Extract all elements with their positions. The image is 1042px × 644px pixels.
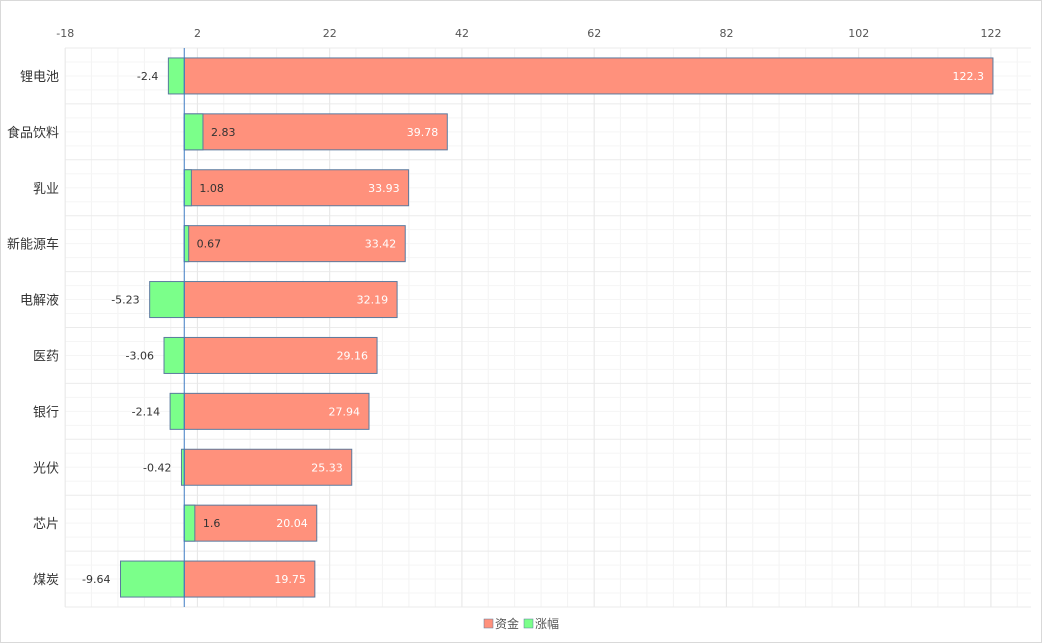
y-category-label: 乳业 xyxy=(33,182,59,197)
y-category-label: 煤炭 xyxy=(33,573,59,588)
data-label-funds: 25.33 xyxy=(311,461,343,474)
bar-change[interactable] xyxy=(167,57,185,95)
data-label-change: -0.42 xyxy=(143,461,171,474)
bar-change[interactable] xyxy=(163,336,185,374)
bar-funds[interactable] xyxy=(183,560,316,598)
data-label-change: -5.23 xyxy=(111,294,139,307)
legend-label-funds: 资金 xyxy=(495,616,519,631)
y-category-label: 食品饮料 xyxy=(7,125,59,141)
bar-change[interactable] xyxy=(169,392,185,430)
data-label-funds: 122.3 xyxy=(952,70,984,83)
data-label-funds: 29.16 xyxy=(337,349,369,362)
data-label-change: 1.08 xyxy=(199,182,224,195)
bar-funds[interactable] xyxy=(183,281,398,319)
data-label-funds: 33.42 xyxy=(365,238,397,251)
bar-funds[interactable] xyxy=(183,504,318,542)
data-label-funds: 27.94 xyxy=(329,405,361,418)
bar-change[interactable] xyxy=(149,281,185,319)
y-category-label: 光伏 xyxy=(33,461,59,476)
data-label-funds: 32.19 xyxy=(357,294,389,307)
data-label-change: -2.14 xyxy=(132,405,160,418)
bar-funds[interactable] xyxy=(183,448,353,486)
bar-funds[interactable] xyxy=(183,57,994,95)
y-category-label: 电解液 xyxy=(20,294,59,309)
data-label-change: 2.83 xyxy=(211,126,236,139)
legend-label-change: 涨幅 xyxy=(535,616,559,631)
bar-funds[interactable] xyxy=(183,113,448,151)
data-label-change: -9.64 xyxy=(82,573,110,586)
x-tick-label: 42 xyxy=(455,27,469,40)
data-label-funds: 33.93 xyxy=(368,182,400,195)
y-category-label: 银行 xyxy=(33,405,59,420)
data-label-change: -3.06 xyxy=(126,349,154,362)
bar-change[interactable] xyxy=(183,113,204,151)
x-tick-label: -18 xyxy=(56,27,74,40)
data-label-change: 1.6 xyxy=(203,517,221,530)
bar-change[interactable] xyxy=(120,560,185,598)
x-tick-label: 122 xyxy=(980,27,1001,40)
y-category-label: 芯片 xyxy=(33,517,59,532)
bar-change[interactable] xyxy=(183,225,190,263)
y-category-label: 锂电池 xyxy=(20,70,59,85)
data-label-change: -2.4 xyxy=(137,70,158,83)
data-label-funds: 20.04 xyxy=(276,517,308,530)
data-label-change: 0.67 xyxy=(197,238,222,251)
x-tick-label: 2 xyxy=(194,27,201,40)
bar-funds[interactable] xyxy=(183,392,370,430)
x-tick-label: 62 xyxy=(587,27,601,40)
y-category-label: 医药 xyxy=(33,349,59,364)
x-tick-label: 82 xyxy=(719,27,733,40)
data-label-funds: 39.78 xyxy=(407,126,439,139)
x-tick-label: 22 xyxy=(323,27,337,40)
x-tick-label: 102 xyxy=(848,27,869,40)
bar-funds[interactable] xyxy=(183,336,378,374)
bar-funds[interactable] xyxy=(183,225,406,263)
y-category-label: 新能源车 xyxy=(7,237,59,253)
bar-change[interactable] xyxy=(183,504,196,542)
bar-change[interactable] xyxy=(183,169,192,207)
legend-swatch-funds[interactable] xyxy=(483,618,494,629)
data-label-funds: 19.75 xyxy=(274,573,306,586)
legend-swatch-change[interactable] xyxy=(523,618,534,629)
